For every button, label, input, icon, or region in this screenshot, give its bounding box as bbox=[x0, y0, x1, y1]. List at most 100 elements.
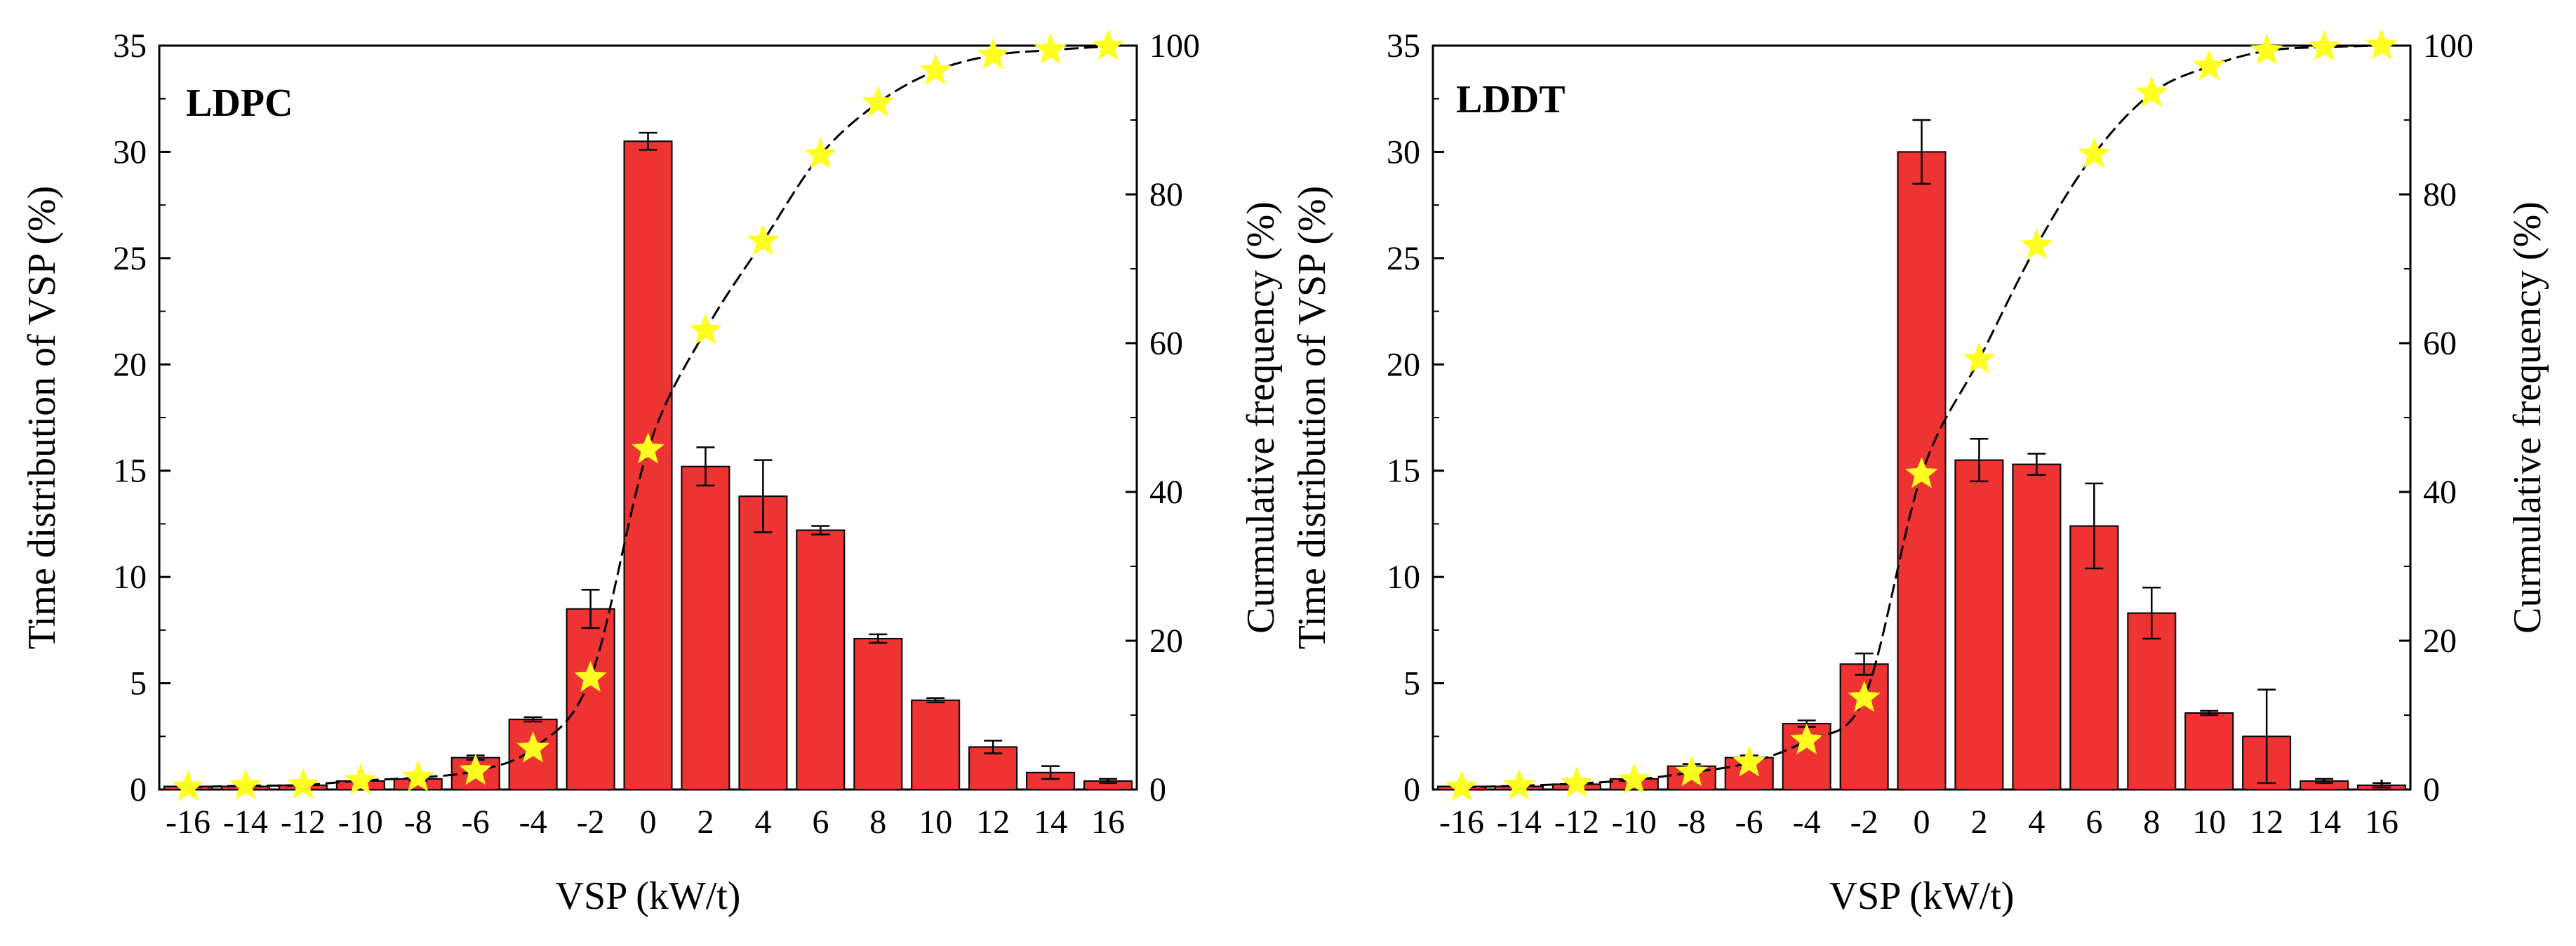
y-tick-label: 10 bbox=[1387, 559, 1420, 596]
panel-title: LDPC bbox=[186, 81, 293, 125]
x-tick-label: -10 bbox=[1612, 804, 1657, 841]
cumulative-star-marker bbox=[689, 313, 722, 345]
bar bbox=[853, 638, 903, 790]
panel-lddt: 0 5 10 15 20 25 30 35 0 20 40 60 80 100 -16 -14 -12 -10 -8… bbox=[1290, 27, 2549, 918]
y2-tick-label: 100 bbox=[2423, 27, 2474, 65]
y-tick-label: 25 bbox=[113, 240, 147, 277]
cumulative-star-marker bbox=[574, 660, 607, 692]
x-axis-label: VSP (kW/t) bbox=[1829, 874, 2015, 918]
cumulative-star-marker bbox=[1560, 766, 1593, 798]
x-tick-label: 16 bbox=[2365, 804, 2398, 841]
y2-tick-label: 40 bbox=[2423, 474, 2457, 511]
bar bbox=[566, 608, 615, 790]
y2-tick-label: 20 bbox=[1149, 622, 1183, 660]
cumulative-star-marker bbox=[1091, 29, 1125, 60]
x-tick-label: -12 bbox=[281, 804, 326, 841]
y-tick-label: 5 bbox=[1403, 665, 1420, 702]
x-tick-label: 4 bbox=[2028, 804, 2045, 841]
cumulative-star-marker bbox=[1733, 745, 1766, 777]
y2-tick-label: 80 bbox=[2423, 176, 2457, 213]
bar bbox=[738, 495, 788, 790]
y2-axis-label: Curmulative frequency (%) bbox=[2506, 201, 2549, 634]
bar bbox=[1954, 459, 2004, 790]
cumulative-star-marker bbox=[862, 86, 895, 117]
y-tick-label: 0 bbox=[130, 771, 147, 808]
cumulative-star-marker bbox=[344, 763, 377, 795]
y-tick-label: 15 bbox=[1387, 453, 1420, 490]
bar bbox=[2184, 712, 2234, 790]
cumulative-star-marker bbox=[2250, 34, 2283, 65]
bar bbox=[623, 140, 673, 791]
x-tick-label: 8 bbox=[869, 804, 886, 841]
cumulative-star-marker bbox=[1790, 723, 1823, 754]
y-tick-label: 35 bbox=[1387, 27, 1420, 65]
x-tick-label: 2 bbox=[1970, 804, 1987, 841]
x-tick-label: 0 bbox=[640, 804, 657, 841]
x-tick-label: 8 bbox=[2143, 804, 2160, 841]
x-tick-label: -4 bbox=[1793, 804, 1821, 841]
x-tick-label: -12 bbox=[1554, 804, 1599, 841]
bar bbox=[911, 699, 961, 790]
y2-tick-label: 20 bbox=[2423, 622, 2457, 660]
y-tick-label: 25 bbox=[1387, 240, 1420, 277]
y-tick-label: 30 bbox=[113, 133, 147, 171]
y-tick-label: 35 bbox=[113, 27, 147, 65]
cumulative-star-marker bbox=[1905, 457, 1938, 488]
cumulative-star-marker bbox=[1675, 755, 1708, 787]
panel-title: LDDT bbox=[1456, 78, 1566, 121]
y-tick-label: 30 bbox=[1387, 133, 1420, 171]
cumulative-star-marker bbox=[171, 770, 205, 801]
x-tick-label: -8 bbox=[404, 804, 432, 841]
x-tick-label: 6 bbox=[812, 804, 829, 841]
x-tick-label: 6 bbox=[2086, 804, 2102, 841]
bar bbox=[796, 529, 846, 790]
cumulative-star-marker bbox=[401, 760, 434, 792]
cumulative-star-marker bbox=[2193, 49, 2226, 81]
cumulative-star-marker bbox=[1034, 33, 1067, 65]
y-tick-label: 15 bbox=[113, 453, 147, 490]
cumulative-star-marker bbox=[2307, 29, 2341, 61]
x-tick-label: -4 bbox=[519, 804, 547, 841]
y-axis-label: Time distribution of VSP (%) bbox=[20, 186, 64, 650]
x-tick-label: -2 bbox=[1850, 804, 1878, 841]
cumulative-star-marker bbox=[1848, 681, 1881, 712]
cumulative-star-marker bbox=[1963, 342, 1996, 374]
y-tick-label: 20 bbox=[1387, 346, 1420, 383]
x-tick-label: 12 bbox=[2250, 804, 2283, 841]
cumulative-star-marker bbox=[229, 768, 262, 800]
cumulative-star-marker bbox=[747, 224, 780, 255]
x-tick-label: -6 bbox=[462, 804, 490, 841]
y-tick-label: 20 bbox=[113, 346, 147, 383]
y-axis-label: Time distribution of VSP (%) bbox=[1290, 186, 1334, 650]
y2-tick-label: 60 bbox=[2423, 325, 2457, 362]
y2-tick-label: 80 bbox=[1149, 176, 1183, 213]
cumulative-star-marker bbox=[286, 768, 319, 799]
y2-tick-label: 0 bbox=[2423, 771, 2440, 808]
cumulative-star-marker bbox=[1502, 768, 1536, 800]
cumulative-star-marker bbox=[1445, 770, 1479, 801]
x-axis-label: VSP (kW/t) bbox=[556, 874, 741, 918]
x-tick-label: 16 bbox=[1091, 804, 1125, 841]
bar bbox=[681, 465, 730, 790]
x-tick-label: 2 bbox=[697, 804, 714, 841]
cumulative-star-marker bbox=[977, 38, 1010, 69]
x-tick-label: -16 bbox=[166, 804, 211, 841]
bar bbox=[2127, 612, 2177, 790]
y-tick-label: 0 bbox=[1403, 771, 1420, 808]
cumulative-star-marker bbox=[804, 138, 837, 169]
x-tick-label: -8 bbox=[1678, 804, 1706, 841]
y2-axis-label: Curmulative frequency (%) bbox=[1239, 201, 1283, 634]
x-tick-label: -14 bbox=[1497, 804, 1542, 841]
y2-tick-label: 40 bbox=[1149, 474, 1183, 511]
cumulative-star-marker bbox=[2135, 76, 2168, 107]
cumulative-star-marker bbox=[2365, 28, 2398, 60]
bar bbox=[1839, 663, 1889, 790]
cumulative-star-marker bbox=[2078, 137, 2111, 168]
cumulative-star-marker bbox=[919, 53, 952, 85]
x-tick-label: -14 bbox=[223, 804, 268, 841]
x-tick-label: -16 bbox=[1439, 804, 1484, 841]
cumulative-star-marker bbox=[2020, 228, 2053, 260]
x-tick-label: -2 bbox=[577, 804, 605, 841]
